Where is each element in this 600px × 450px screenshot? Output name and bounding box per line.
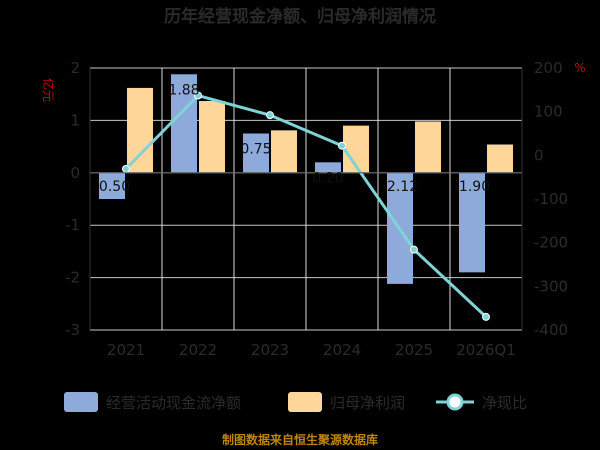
cashflow-bar [459,172,485,273]
right-tick-label: 0 [534,146,544,164]
cashflow-data-label: -0.50 [94,179,130,195]
x-tick-label: 2026Q1 [456,341,516,359]
left-tick-label: 0 [70,164,80,182]
left-axis-unit: 亿元 [41,78,56,102]
right-tick-label: -300 [534,277,568,295]
left-tick-label: -3 [65,321,80,339]
right-tick-label: 100 [534,103,563,121]
legend-label-cashflow: 经营活动现金流净额 [106,394,241,412]
left-tick-label: -1 [65,216,80,234]
ratio-point [122,164,130,173]
legend-label-net-profit: 归母净利润 [330,394,405,412]
x-tick-label: 2023 [251,341,289,359]
legend: 经营活动现金流净额 归母净利润 净现比 [64,392,527,412]
legend-marker-ratio [446,393,464,411]
data-labels: -0.50 1.88 0.75 0.20 -2.12 -1.90 [94,82,490,195]
ratio-point [410,245,418,254]
right-axis-unit: % [574,61,585,75]
cashflow-bar [99,172,125,199]
ratio-point [266,111,274,120]
right-tick-label: -200 [534,234,568,252]
x-tick-label: 2024 [323,341,361,359]
axes: 2 1 0 -1 -2 -3 200 100 0 -100 -200 -300 -400 2021 2022… [65,59,568,359]
right-tick-label: -400 [534,321,568,339]
cashflow-bar [243,133,269,173]
cashflow-data-label: -1.90 [454,179,490,195]
net-profit-bar [415,121,441,173]
cashflow-data-label: 0.75 [240,142,271,158]
cashflow-data-label: -2.12 [382,179,418,195]
net-profit-bar [127,87,153,173]
legend-swatch-cashflow [64,392,98,412]
legend-label-ratio: 净现比 [482,394,527,412]
ratio-line [122,91,490,321]
cashflow-bar [171,74,197,173]
right-tick-label: -100 [534,190,568,208]
net-profit-bar [487,144,513,173]
net-profit-bar [199,101,225,173]
x-tick-label: 2021 [107,341,145,359]
left-tick-label: -2 [65,269,80,287]
ratio-point [194,91,202,100]
cashflow-data-label: 0.20 [312,170,343,186]
chart-title: 历年经营现金净额、归母净利润情况 [164,6,436,27]
source-note: 制图数据来自恒生聚源数据库 [222,432,378,447]
legend-swatch-net-profit [288,392,322,412]
net-profit-bar [271,130,297,173]
left-tick-label: 2 [70,59,80,77]
ratio-line-path [124,93,488,318]
x-tick-label: 2022 [179,341,217,359]
ratio-point [482,312,490,321]
bars [99,74,513,284]
left-tick-label: 1 [70,111,80,129]
x-tick-label: 2025 [395,341,433,359]
ratio-point [338,141,346,150]
cashflow-data-label: 1.88 [168,82,199,98]
right-tick-label: 200 [534,59,563,77]
cashflow-bar [315,162,341,173]
